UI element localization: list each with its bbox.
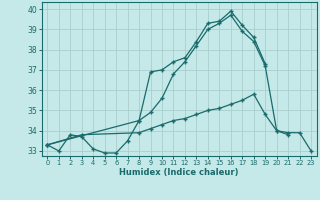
X-axis label: Humidex (Indice chaleur): Humidex (Indice chaleur)	[119, 168, 239, 177]
